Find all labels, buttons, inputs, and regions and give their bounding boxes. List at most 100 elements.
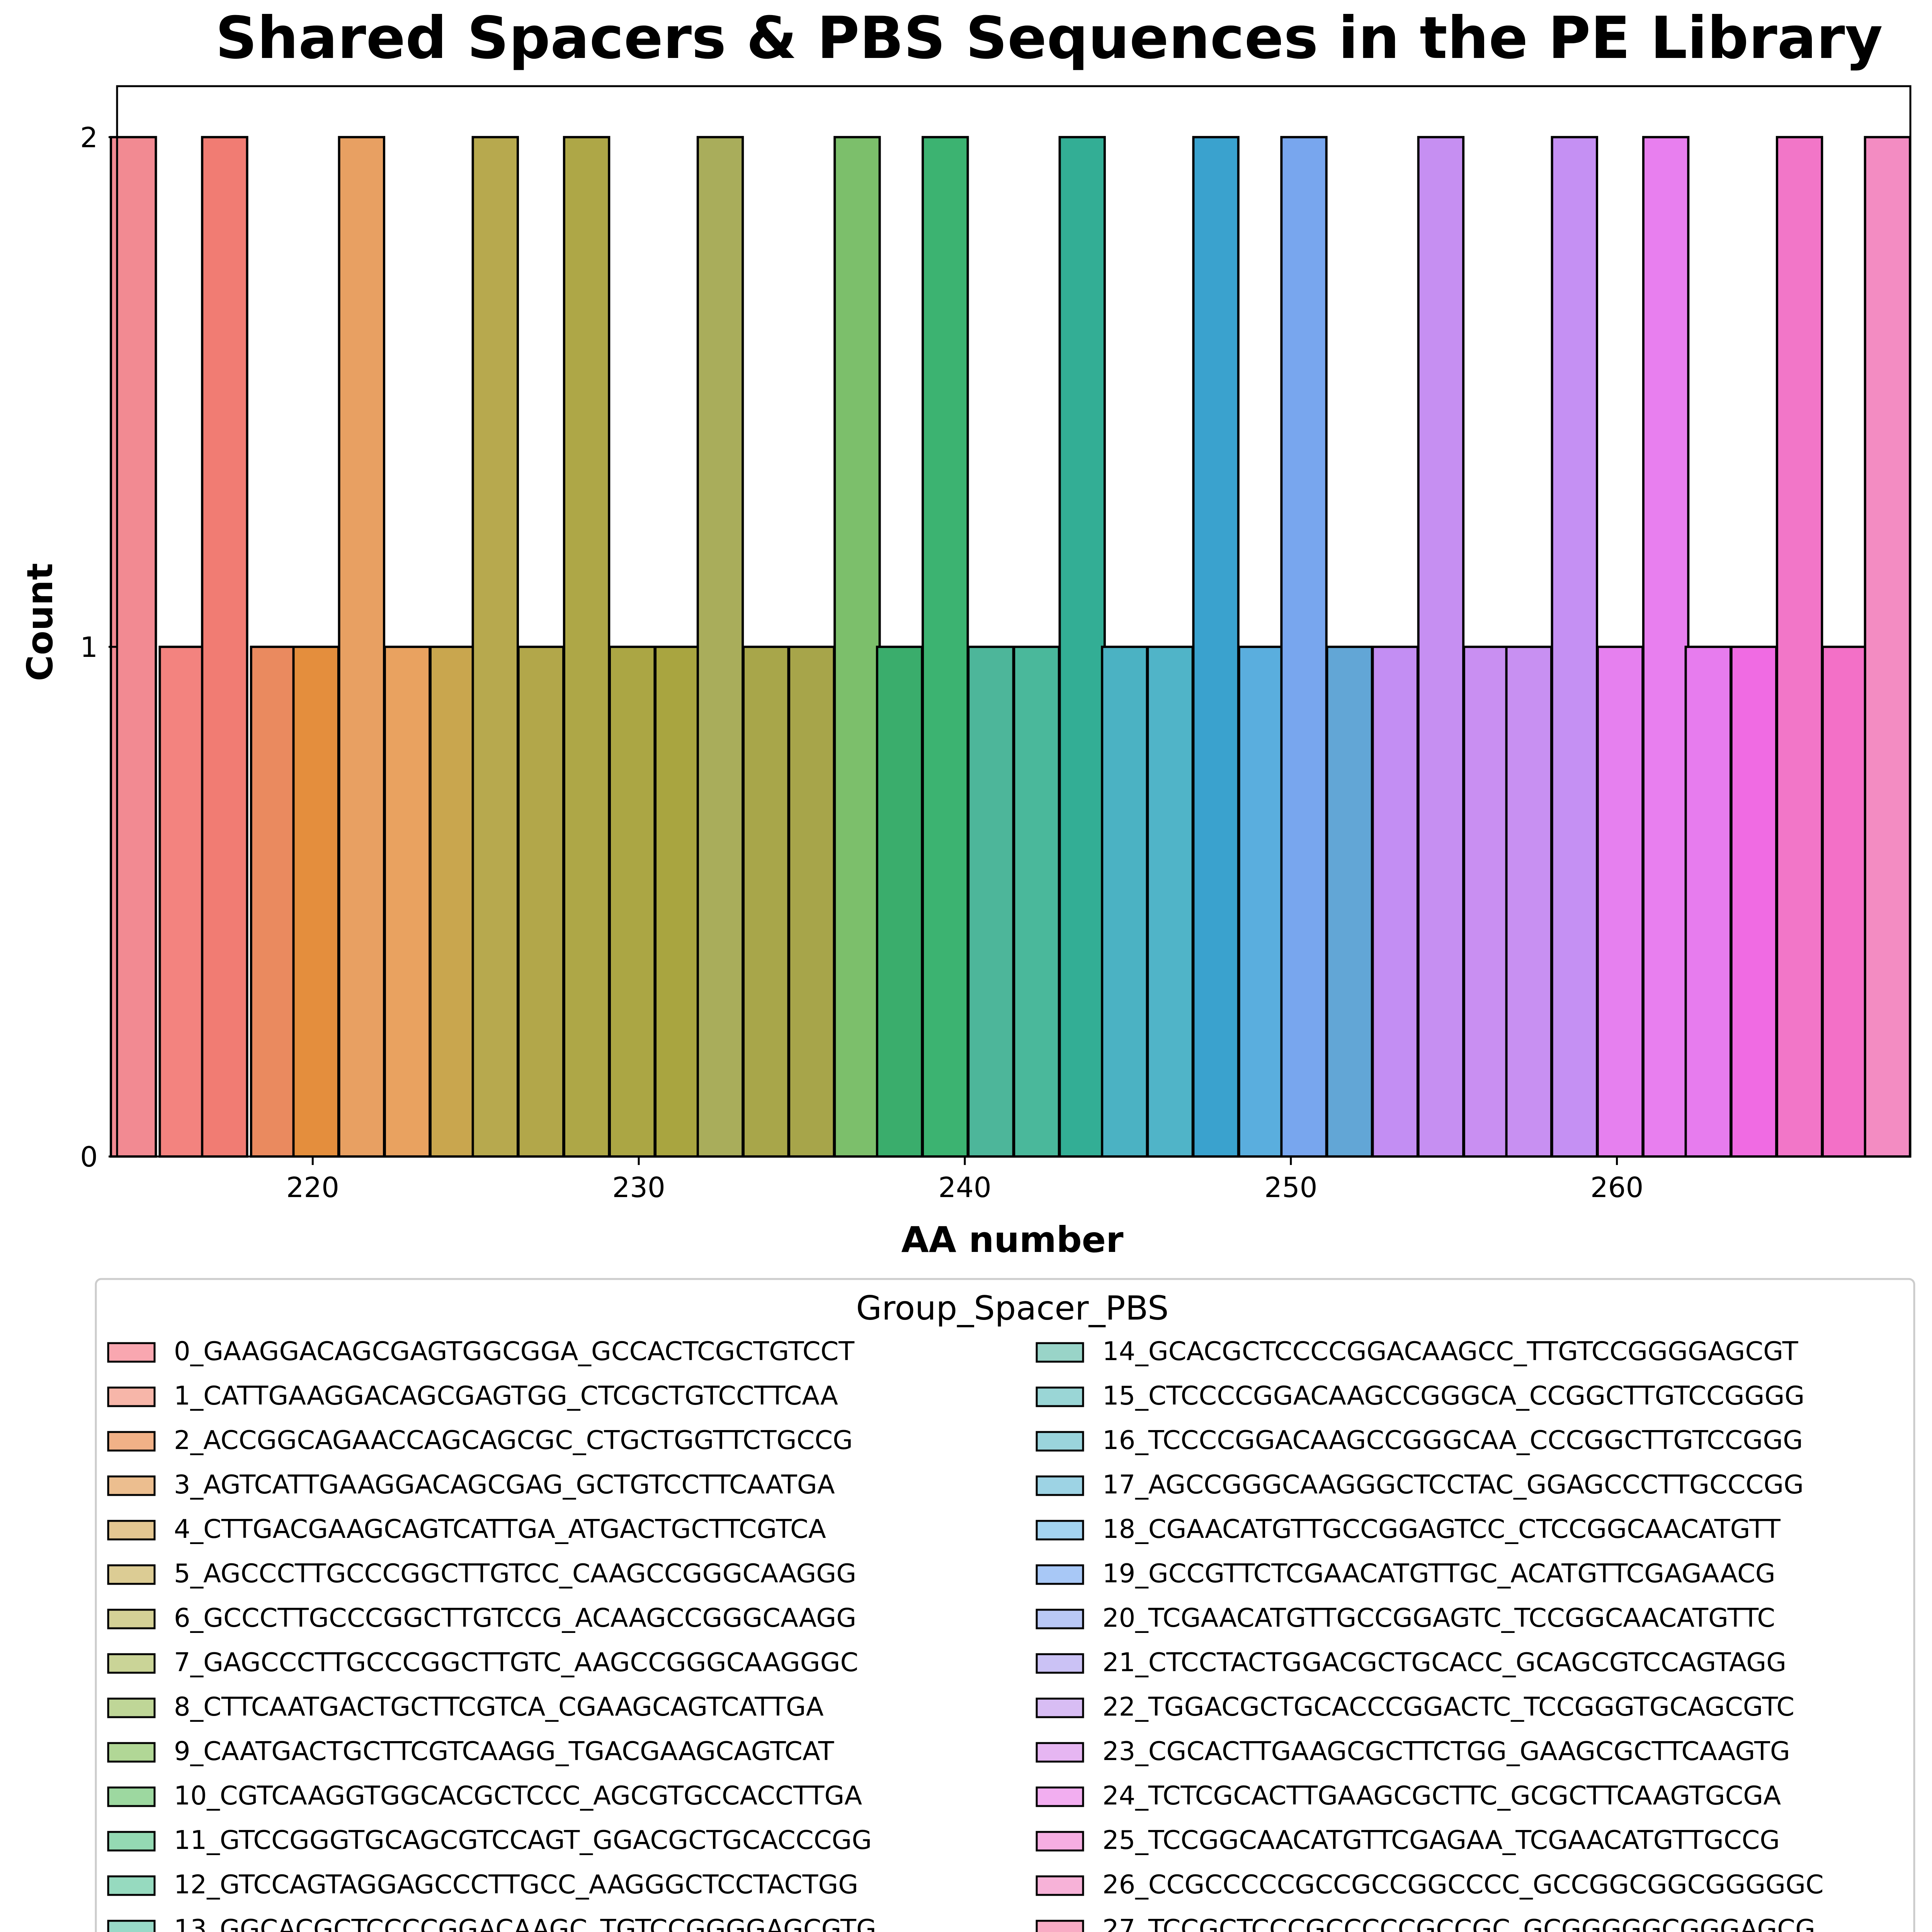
- legend-entry: 1_CATTGAAGGACAGCGAGTGG_CTCGCTGTCCTTCAA: [107, 1381, 838, 1411]
- legend-entry: 14_GCACGCTCCCCGGACAAGCC_TTGTCCGGGGAGCGT: [1036, 1336, 1799, 1366]
- legend-swatch: [1036, 1431, 1084, 1452]
- legend-label: 6_GCCCTTGCCCGGCTTGTCCG_ACAAGCCGGGCAAGG: [174, 1603, 856, 1633]
- legend-swatch: [107, 1786, 156, 1807]
- histogram-bar: [250, 646, 298, 1158]
- histogram-bar: [1596, 646, 1644, 1158]
- y-axis-ticks: 0 1 2: [80, 121, 117, 1173]
- legend-swatch: [1036, 1653, 1084, 1674]
- legend-label: 13_GGCACGCTCCCCGGACAAGC_TGTCCGGGGAGCGTG: [174, 1914, 876, 1932]
- chart-title: Shared Spacers & PBS Sequences in the PE…: [215, 5, 1883, 72]
- legend-label: 24_TCTCGCACTTGAAGCGCTTC_GCGCTTCAAGTGCGA: [1102, 1781, 1781, 1811]
- histogram-bar: [158, 646, 206, 1158]
- histogram-bar: [654, 646, 702, 1158]
- x-tick-label: 250: [1264, 1171, 1317, 1204]
- legend-label: 14_GCACGCTCCCCGGACAAGCC_TTGTCCGGGGAGCGT: [1102, 1336, 1799, 1366]
- histogram-bar: [338, 136, 385, 1158]
- histogram-bar: [742, 646, 790, 1158]
- histogram-bar: [696, 136, 744, 1158]
- histogram-bar: [967, 646, 1015, 1158]
- legend-swatch: [1036, 1386, 1084, 1407]
- legend-label: 21_CTCCTACTGGACGCTGCACC_GCAGCGTCCAGTAGG: [1102, 1647, 1786, 1677]
- legend-swatch: [107, 1742, 156, 1763]
- legend-swatch: [107, 1920, 156, 1932]
- histogram-bar: [1326, 646, 1373, 1158]
- histogram-bar: [1280, 136, 1328, 1158]
- plot-frame: [116, 85, 1912, 1158]
- histogram-bar: [1821, 646, 1869, 1158]
- histogram-bar: [1146, 646, 1194, 1158]
- legend-entry: 20_TCGAACATGTTGCCGGAGTC_TCCGGCAACATGTTC: [1036, 1603, 1775, 1633]
- legend-swatch: [107, 1875, 156, 1896]
- x-tick-label: 230: [612, 1171, 665, 1204]
- legend-frame: [95, 1278, 1915, 1932]
- histogram-bar: [1463, 646, 1510, 1158]
- legend-swatch: [107, 1342, 156, 1363]
- legend-entry: 24_TCTCGCACTTGAAGCGCTTC_GCGCTTCAAGTGCGA: [1036, 1781, 1781, 1811]
- legend-entry: 6_GCCCTTGCCCGGCTTGTCCG_ACAAGCCGGGCAAGG: [107, 1603, 856, 1633]
- histogram-bar: [609, 646, 656, 1158]
- legend-label: 23_CGCACTTGAAGCGCTTCTGG_GAAGCGCTTCAAGTG: [1102, 1736, 1790, 1766]
- legend-entry: 8_CTTCAATGACTGCTTCGTCA_CGAAGCAGTCATTGA: [107, 1692, 824, 1722]
- legend-label: 10_CGTCAAGGTGGCACGCTCCC_AGCGTGCCACCTTGA: [174, 1781, 862, 1811]
- histogram-bar: [1776, 136, 1823, 1158]
- histogram-bar: [383, 646, 431, 1158]
- legend-label: 22_TGGACGCTGCACCCGGACTC_TCCGGGTGCAGCGTC: [1102, 1692, 1794, 1722]
- legend-swatch: [1036, 1831, 1084, 1852]
- legend-swatch: [107, 1653, 156, 1674]
- histogram-bar: [922, 136, 969, 1158]
- histogram-bar: [1864, 136, 1912, 1158]
- legend-label: 19_GCCGTTCTCGAACATGTTGC_ACATGTTCGAGAACG: [1102, 1558, 1776, 1588]
- legend-entry: 18_CGAACATGTTGCCGGAGTCC_CTCCGGCAACATGTT: [1036, 1514, 1781, 1544]
- legend-title: Group_Spacer_PBS: [856, 1289, 1168, 1328]
- legend-entry: 11_GTCCGGGTGCAGCGTCCAGT_GGACGCTGCACCCGG: [107, 1825, 872, 1855]
- histogram-bar: [471, 136, 519, 1158]
- legend-swatch: [107, 1520, 156, 1541]
- histogram-bar: [1013, 646, 1060, 1158]
- legend-label: 15_CTCCCCGGACAAGCCGGGCA_CCGGCTTGTCCGGGG: [1102, 1381, 1804, 1411]
- histogram-bar: [1417, 136, 1465, 1158]
- legend-swatch: [107, 1431, 156, 1452]
- x-axis-ticks: 220 230 240 250 260: [286, 1156, 1643, 1204]
- legend-entry: 3_AGTCATTGAAGGACAGCGAG_GCTGTCCTTCAATGA: [107, 1469, 835, 1500]
- legend-swatch: [1036, 1742, 1084, 1763]
- legend-swatch: [107, 1564, 156, 1585]
- histogram-bar: [876, 646, 923, 1158]
- histogram-bar: [1371, 646, 1419, 1158]
- legend-entry: 0_GAAGGACAGCGAGTGGCGGA_GCCACTCGCTGTCCT: [107, 1336, 855, 1366]
- legend-swatch: [1036, 1697, 1084, 1718]
- legend-label: 3_AGTCATTGAAGGACAGCGAG_GCTGTCCTTCAATGA: [174, 1469, 835, 1500]
- legend-label: 16_TCCCCGGACAAGCCGGGCAA_CCCGGCTTGTCCGGG: [1102, 1425, 1803, 1455]
- histogram-bar: [788, 646, 835, 1158]
- legend-label: 27_TCCGCTCCCGCCCCCGCCGC_GCGGGGGCGGGAGCG: [1102, 1914, 1815, 1932]
- bars-layer: [110, 136, 1912, 1158]
- histogram-bar: [429, 646, 477, 1158]
- histogram-bar: [1192, 136, 1240, 1158]
- legend-entry: 12_GTCCAGTAGGAGCCCTTGCC_AAGGGCTCCTACTGG: [107, 1869, 858, 1900]
- y-axis-label: Count: [19, 563, 61, 681]
- legend-label: 5_AGCCCTTGCCCGGCTTGTCC_CAAGCCGGGCAAGGG: [174, 1558, 856, 1588]
- legend-entry: 15_CTCCCCGGACAAGCCGGGCA_CCGGCTTGTCCGGGG: [1036, 1381, 1804, 1411]
- legend-entry: 7_GAGCCCTTGCCCGGCTTGTC_AAGCCGGGCAAGGGC: [107, 1647, 858, 1677]
- histogram-bar: [1101, 646, 1148, 1158]
- legend-swatch: [1036, 1786, 1084, 1807]
- legend-entry: 4_CTTGACGAAGCAGTCATTGA_ATGACTGCTTCGTCA: [107, 1514, 826, 1544]
- legend-entry: 5_AGCCCTTGCCCGGCTTGTCC_CAAGCCGGGCAAGGG: [107, 1558, 856, 1588]
- histogram-bar: [292, 646, 340, 1158]
- legend-entry: 17_AGCCGGGCAAGGGCTCCTAC_GGAGCCCTTGCCCGG: [1036, 1469, 1804, 1500]
- legend-entry: 22_TGGACGCTGCACCCGGACTC_TCCGGGTGCAGCGTC: [1036, 1692, 1794, 1722]
- histogram-bar: [1551, 136, 1599, 1158]
- legend-label: 18_CGAACATGTTGCCGGAGTCC_CTCCGGCAACATGTT: [1102, 1514, 1781, 1544]
- legend-entry: 23_CGCACTTGAAGCGCTTCTGG_GAAGCGCTTCAAGTG: [1036, 1736, 1790, 1766]
- legend: Group_Spacer_PBS 0_GAAGGACAGCGAGTGGCGGA_…: [95, 1278, 1915, 1932]
- legend-swatch: [107, 1386, 156, 1407]
- legend-label: 1_CATTGAAGGACAGCGAGTGG_CTCGCTGTCCTTCAA: [174, 1381, 838, 1411]
- x-tick-label: 260: [1590, 1171, 1643, 1204]
- legend-label: 8_CTTCAATGACTGCTTCGTCA_CGAAGCAGTCATTGA: [174, 1692, 824, 1722]
- histogram-bar: [517, 646, 565, 1158]
- legend-swatch: [107, 1831, 156, 1852]
- legend-entry: 16_TCCCCGGACAAGCCGGGCAA_CCCGGCTTGTCCGGG: [1036, 1425, 1803, 1455]
- legend-entry: 9_CAATGACTGCTTCGTCAAGG_TGACGAAGCAGTCAT: [107, 1736, 835, 1766]
- legend-swatch: [1036, 1920, 1084, 1932]
- legend-swatch: [1036, 1609, 1084, 1629]
- histogram-bar: [833, 136, 881, 1158]
